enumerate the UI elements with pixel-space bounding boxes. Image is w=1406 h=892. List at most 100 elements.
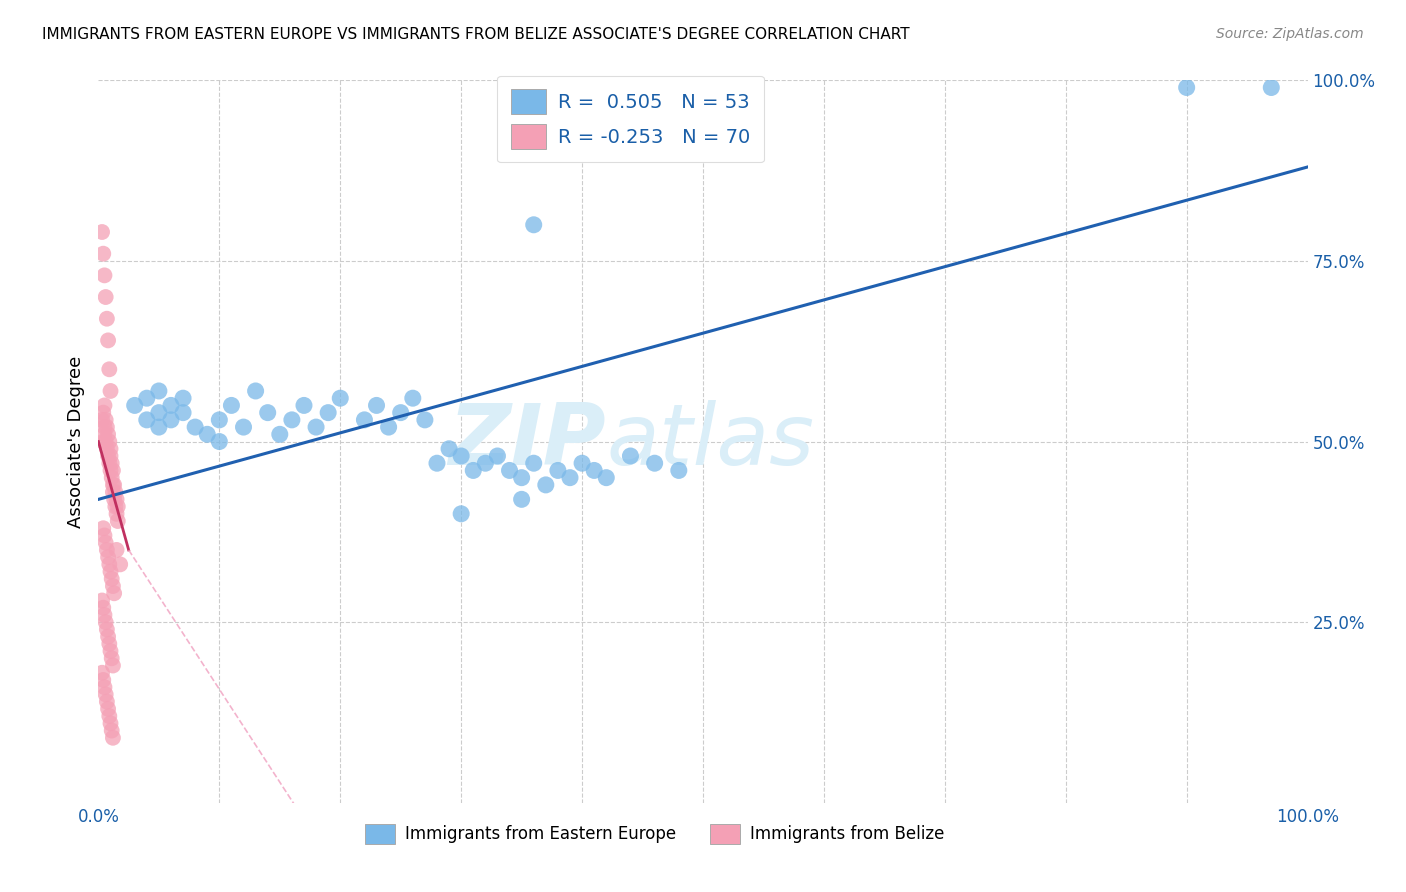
Point <box>98 362 121 376</box>
Point <box>105 492 128 507</box>
Point <box>135 413 157 427</box>
Point <box>184 420 207 434</box>
Point <box>160 413 183 427</box>
Point <box>101 478 124 492</box>
Point <box>97 449 120 463</box>
Point <box>547 463 569 477</box>
Point <box>619 449 641 463</box>
Point <box>413 413 436 427</box>
Point <box>97 334 120 348</box>
Point <box>523 456 546 470</box>
Point <box>104 500 127 514</box>
Point <box>644 456 666 470</box>
Point <box>108 558 131 572</box>
Point <box>523 218 546 232</box>
Point <box>103 492 125 507</box>
Point <box>96 442 118 456</box>
Point <box>101 485 124 500</box>
Text: atlas: atlas <box>606 400 814 483</box>
Point <box>100 384 122 398</box>
Point <box>668 463 690 477</box>
Point <box>329 391 352 405</box>
Point <box>94 535 117 549</box>
Point <box>498 463 520 477</box>
Point <box>486 449 509 463</box>
Point <box>94 413 117 427</box>
Point <box>91 673 114 687</box>
Point <box>160 398 183 412</box>
Point <box>93 680 115 694</box>
Point <box>96 420 118 434</box>
Point <box>281 413 304 427</box>
Point <box>97 550 120 565</box>
Point <box>94 434 117 449</box>
Point <box>98 637 121 651</box>
Point <box>172 391 194 405</box>
Point <box>107 500 129 514</box>
Point <box>105 542 128 557</box>
Text: ZIP: ZIP <box>449 400 606 483</box>
Point <box>450 449 472 463</box>
Point <box>148 384 170 398</box>
Point <box>100 723 122 738</box>
Point <box>91 413 114 427</box>
Text: IMMIGRANTS FROM EASTERN EUROPE VS IMMIGRANTS FROM BELIZE ASSOCIATE'S DEGREE CORR: IMMIGRANTS FROM EASTERN EUROPE VS IMMIGR… <box>42 27 910 42</box>
Point <box>1260 80 1282 95</box>
Point <box>124 398 146 412</box>
Point <box>269 427 291 442</box>
Point <box>100 644 122 658</box>
Point <box>353 413 375 427</box>
Point <box>94 687 117 701</box>
Point <box>91 406 114 420</box>
Point <box>583 463 606 477</box>
Point <box>104 485 127 500</box>
Point <box>101 579 124 593</box>
Point <box>94 615 117 630</box>
Point <box>100 449 122 463</box>
Point <box>148 406 170 420</box>
Point <box>256 406 278 420</box>
Point <box>93 528 115 542</box>
Point <box>96 623 118 637</box>
Point <box>437 442 460 456</box>
Point <box>98 709 121 723</box>
Point <box>100 572 122 586</box>
Point <box>97 630 120 644</box>
Point <box>107 514 129 528</box>
Point <box>232 420 254 434</box>
Point <box>101 731 124 745</box>
Point <box>91 521 114 535</box>
Point <box>245 384 267 398</box>
Point <box>96 311 118 326</box>
Point <box>97 702 120 716</box>
Point <box>93 607 115 622</box>
Point <box>595 470 617 484</box>
Point <box>91 600 114 615</box>
Point <box>292 398 315 412</box>
Point <box>103 478 125 492</box>
Point <box>96 542 118 557</box>
Point <box>100 565 122 579</box>
Point <box>91 246 114 260</box>
Point <box>148 420 170 434</box>
Point <box>450 507 472 521</box>
Point <box>100 442 122 456</box>
Point <box>93 398 115 412</box>
Point <box>105 507 128 521</box>
Point <box>93 427 115 442</box>
Point <box>98 434 121 449</box>
Point <box>402 391 425 405</box>
Point <box>97 427 120 442</box>
Point <box>172 406 194 420</box>
Point <box>100 651 122 665</box>
Point <box>98 558 121 572</box>
Point <box>135 391 157 405</box>
Point <box>103 586 125 600</box>
Text: Source: ZipAtlas.com: Source: ZipAtlas.com <box>1216 27 1364 41</box>
Point <box>100 463 122 477</box>
Point <box>474 456 496 470</box>
Point <box>91 593 114 607</box>
Point <box>510 470 533 484</box>
Point <box>221 398 243 412</box>
Point <box>208 413 231 427</box>
